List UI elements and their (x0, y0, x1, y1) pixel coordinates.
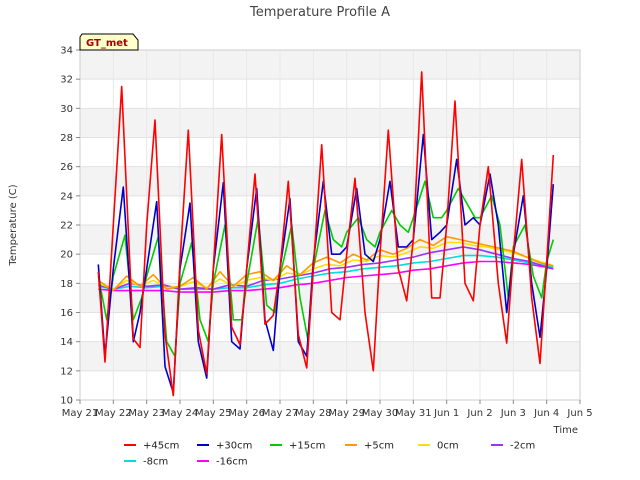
x-tick-label: Jun 2 (466, 408, 492, 419)
x-tick-label: May 28 (295, 408, 332, 419)
y-tick-label: 10 (60, 396, 73, 407)
y-tick-label: 12 (60, 366, 73, 377)
x-tick-label: May 27 (262, 408, 299, 419)
legend-label: -2cm (510, 441, 535, 452)
legend-label: +45cm (143, 441, 179, 452)
series-lines (97, 71, 555, 397)
background-band (80, 370, 580, 400)
y-tick-label: 32 (60, 75, 73, 86)
x-tick-label: May 31 (395, 408, 432, 419)
legend: +45cm +30cm +15cm +5cm 0cm -2cm -8cm -16cm (124, 441, 535, 468)
x-tick-label: May 25 (195, 408, 232, 419)
y-axis-ticks: 10 12 14 16 18 20 22 24 26 28 30 32 34 (60, 46, 80, 407)
x-axis-label: Time (553, 425, 578, 436)
x-tick-label: May 24 (162, 408, 199, 419)
legend-label: -8cm (143, 457, 168, 468)
x-tick-label: Jun 5 (566, 408, 592, 419)
y-tick-label: 14 (60, 337, 73, 348)
x-tick-label: Jun 1 (433, 408, 459, 419)
x-tick-label: May 22 (95, 408, 132, 419)
x-tick-label: May 21 (62, 408, 99, 419)
background-band (80, 108, 580, 138)
y-tick-label: 22 (60, 221, 73, 232)
legend-label: 0cm (437, 441, 459, 452)
x-tick-label: May 26 (228, 408, 265, 419)
background-band (80, 79, 580, 109)
y-tick-label: 18 (60, 279, 73, 290)
y-tick-label: 30 (60, 104, 73, 115)
legend-label: +15cm (289, 441, 325, 452)
x-tick-label: Jun 4 (533, 408, 559, 419)
y-tick-label: 28 (60, 133, 73, 144)
background-band (80, 341, 580, 371)
x-tick-label: May 30 (362, 408, 399, 419)
x-tick-label: Jun 3 (500, 408, 526, 419)
legend-label: +30cm (216, 441, 252, 452)
gt-met-badge: GT_met (79, 33, 139, 51)
y-tick-label: 34 (60, 46, 73, 57)
background-band (80, 50, 580, 80)
legend-label: -16cm (216, 457, 248, 468)
x-tick-label: May 23 (128, 408, 165, 419)
y-axis-label: Temperature (C) (8, 184, 19, 266)
y-tick-label: 16 (60, 308, 73, 319)
y-tick-label: 20 (60, 250, 73, 261)
background-band (80, 166, 580, 196)
x-tick-label: May 29 (328, 408, 365, 419)
series-line-45cm (97, 71, 555, 397)
y-tick-label: 24 (60, 191, 73, 202)
chart-title: Temperature Profile A (249, 5, 390, 20)
background-band (80, 137, 580, 167)
y-tick-label: 26 (60, 162, 73, 173)
legend-label: +5cm (364, 441, 394, 452)
badge-label: GT_met (86, 38, 128, 49)
